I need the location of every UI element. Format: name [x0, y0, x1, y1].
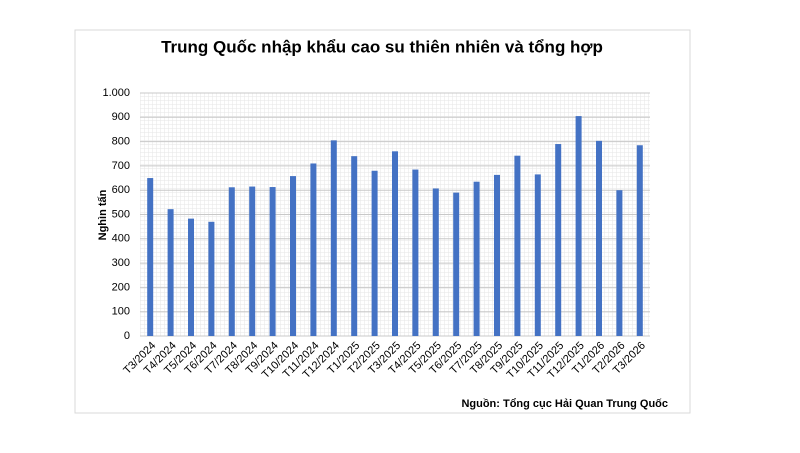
y-tick-label: 300 — [112, 257, 130, 269]
y-tick-label: 600 — [112, 184, 130, 196]
y-tick-label: 100 — [112, 306, 130, 318]
bar — [371, 170, 378, 336]
bar — [412, 169, 419, 336]
y-tick-label: 800 — [112, 136, 130, 148]
bar — [290, 176, 296, 336]
bar — [636, 145, 643, 336]
bar — [167, 209, 174, 336]
chart-title: Trung Quốc nhập khẩu cao su thiên nhiên … — [161, 37, 603, 56]
bar — [351, 156, 358, 336]
bar — [616, 190, 623, 336]
bar — [596, 140, 602, 336]
y-tick-label: 0 — [124, 330, 130, 342]
bar — [228, 187, 235, 336]
bar — [453, 192, 460, 336]
bar — [208, 221, 215, 336]
bar — [188, 218, 194, 336]
y-tick-label: 1.000 — [102, 87, 130, 99]
bar — [310, 163, 317, 336]
bar — [269, 187, 276, 336]
bar — [330, 140, 337, 336]
y-tick-label: 900 — [112, 111, 130, 123]
bar — [147, 178, 154, 336]
bar — [392, 151, 398, 336]
source-note: Nguồn: Tổng cục Hải Quan Trung Quốc — [461, 398, 668, 410]
y-tick-label: 400 — [112, 233, 130, 245]
bar — [473, 181, 480, 336]
bar — [555, 144, 562, 336]
bar — [514, 155, 521, 336]
y-axis-label: Nghìn tấn — [97, 189, 109, 240]
bar — [534, 174, 541, 336]
bar — [575, 116, 582, 337]
bar — [249, 186, 256, 336]
y-tick-label: 700 — [112, 160, 130, 172]
y-tick-label: 500 — [112, 208, 130, 220]
y-tick-label: 200 — [112, 281, 130, 293]
bar — [494, 174, 500, 336]
bar — [432, 188, 439, 336]
